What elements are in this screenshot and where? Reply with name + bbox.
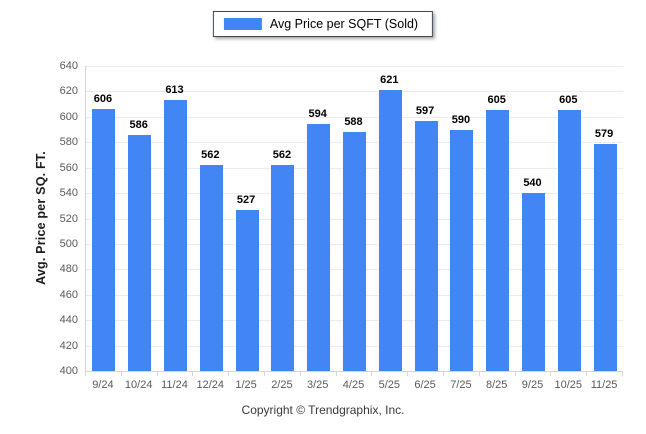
x-tick-label-8/25: 8/25 (485, 379, 508, 391)
x-axis-tick (156, 372, 158, 376)
y-tick-label-440: 440 (59, 314, 78, 327)
x-axis-tick (335, 372, 337, 376)
x-tick-label-7/25: 7/25 (450, 379, 472, 391)
x-tick-label-10/24: 10/24 (124, 379, 153, 391)
bar-3/25 (307, 124, 331, 371)
y-tick-label-400: 400 (59, 365, 78, 377)
bar-value-label: 597 (415, 104, 435, 117)
x-axis-tick (85, 372, 86, 376)
y-tick-label-580: 580 (59, 136, 78, 149)
x-tick-label-2/25: 2/25 (271, 379, 293, 391)
bar-value-label: 621 (380, 74, 399, 87)
bar-value-label: 605 (487, 94, 506, 107)
bar-value-label: 562 (272, 149, 292, 162)
x-tick-label-11/24: 11/24 (161, 379, 188, 391)
bar-value-label: 590 (451, 113, 471, 126)
bar-8/25 (486, 110, 510, 371)
bar-value-label: 594 (308, 108, 327, 121)
x-axis-tick (407, 372, 409, 376)
x-axis-tick (550, 372, 552, 376)
x-axis-tick (622, 372, 623, 376)
x-axis-tick (371, 372, 373, 376)
y-tick-label-460: 460 (59, 288, 78, 301)
bar-value-label: 588 (344, 116, 363, 129)
legend: Avg Price per SQFT (Sold) (212, 11, 434, 37)
x-tick-label-4/25: 4/25 (342, 379, 365, 391)
bar-value-label: 586 (129, 118, 148, 131)
bar-value-label: 527 (236, 193, 256, 206)
bar-10/25 (557, 110, 581, 371)
x-tick-label-11/25: 11/25 (590, 379, 618, 391)
gridline-600 (86, 116, 623, 118)
bar-5/25 (378, 90, 402, 371)
bar-value-label: 605 (559, 94, 578, 107)
y-tick-label-600: 600 (59, 110, 78, 123)
bar-value-label: 613 (165, 84, 184, 97)
y-tick-label-480: 480 (59, 263, 78, 276)
legend-label: Avg Price per SQFT (Sold) (269, 17, 419, 31)
legend-swatch (223, 18, 262, 30)
y-tick-label-620: 620 (59, 85, 78, 98)
x-axis-tick (264, 372, 265, 376)
x-axis-tick (228, 372, 230, 376)
x-axis-tick (192, 372, 194, 376)
y-tick-label-520: 520 (59, 212, 78, 225)
x-tick-label-10/25: 10/25 (554, 379, 583, 391)
x-tick-label-6/25: 6/25 (414, 379, 436, 391)
x-tick-label-1/25: 1/25 (235, 379, 257, 391)
x-axis-tick (299, 372, 301, 376)
x-tick-label-9/25: 9/25 (521, 379, 544, 391)
x-tick-label-9/24: 9/24 (92, 379, 114, 391)
copyright-text: Copyright © Trendgraphix, Inc. (241, 403, 405, 417)
bar-value-label: 579 (594, 127, 614, 140)
x-axis-tick (478, 372, 480, 376)
x-axis-tick (514, 372, 516, 376)
x-tick-label-5/25: 5/25 (378, 379, 400, 391)
bar-value-label: 606 (93, 93, 113, 106)
y-tick-label-560: 560 (59, 161, 78, 174)
bar-2/25 (271, 165, 295, 371)
x-axis-tick (120, 372, 122, 376)
bar-11/25 (593, 143, 617, 371)
x-tick-label-12/24: 12/24 (196, 379, 225, 391)
x-axis-tick (443, 372, 444, 376)
bar-10/24 (128, 134, 152, 371)
bar-12/24 (199, 165, 223, 371)
bar-11/24 (164, 100, 187, 371)
bar-value-label: 540 (523, 177, 542, 190)
bar-9/25 (522, 193, 545, 371)
x-axis-tick (586, 372, 588, 376)
bar-1/25 (235, 209, 259, 371)
bar-7/25 (450, 129, 474, 371)
y-tick-label-420: 420 (59, 339, 78, 352)
x-tick-label-3/25: 3/25 (306, 379, 329, 391)
y-tick-label-500: 500 (59, 237, 78, 250)
y-tick-label-640: 640 (59, 60, 78, 72)
bar-value-label: 562 (201, 149, 220, 162)
gridline-640 (86, 66, 623, 67)
plot-area (85, 66, 623, 372)
bar-4/25 (343, 132, 366, 371)
y-tick-label-540: 540 (59, 187, 78, 200)
bar-6/25 (414, 120, 438, 371)
gridline-620 (86, 91, 623, 93)
bar-9/24 (92, 109, 116, 371)
